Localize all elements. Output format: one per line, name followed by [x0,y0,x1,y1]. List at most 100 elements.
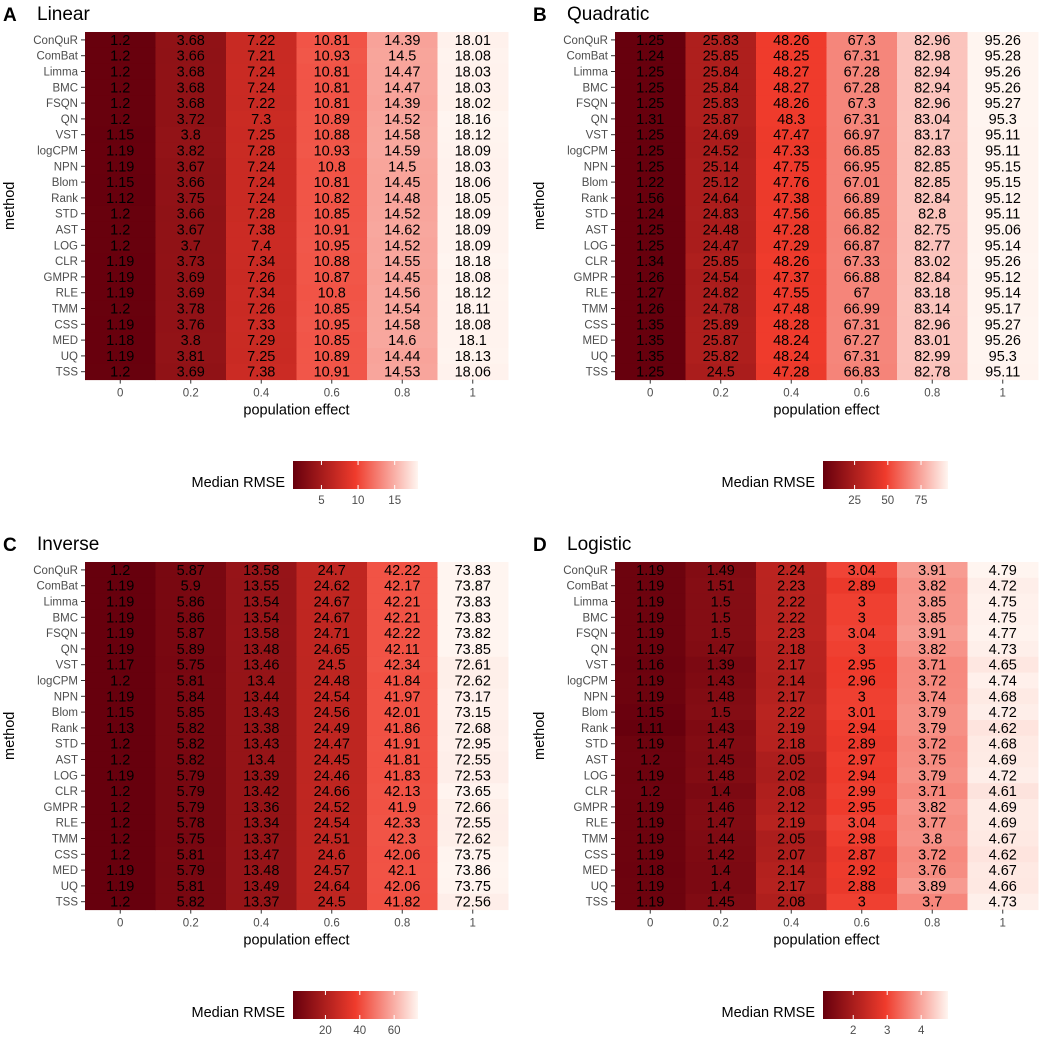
cell-value-label: 1.25 [636,365,664,381]
heatmap-cell [155,47,227,65]
heatmap-cell [85,253,156,270]
cell-value-label: 95.26 [985,65,1021,81]
heatmap-cell [756,720,827,737]
heatmap-cell [615,751,686,768]
heatmap-cell [685,47,757,65]
cell-value-label: 1.18 [636,863,664,879]
heatmap-cell [615,688,686,705]
cell-value-label: 24.54 [314,689,350,705]
cell-value-label: 18.06 [455,365,491,381]
cell-value-label: 14.48 [384,191,420,207]
y-tick-label: logCPM [567,146,608,158]
heatmap-cell [367,174,438,191]
cell-value-label: 25.87 [703,112,739,128]
heatmap-cell [615,269,686,286]
heatmap-cell [897,221,968,238]
heatmap-cell [615,593,686,610]
cell-value-label: 3 [858,610,866,626]
heatmap-cell [615,32,686,49]
cell-value-label: 67.33 [844,254,880,270]
heatmap-cell [296,363,368,381]
heatmap-cell [756,47,827,65]
heatmap-cell [155,846,227,863]
cell-value-label: 66.97 [844,128,880,144]
y-tick-label: UQ [61,351,78,363]
heatmap-cell [615,205,686,223]
heatmap-cell [967,253,1039,270]
heatmap-cell [897,348,968,365]
heatmap-cell [85,32,156,49]
heatmap-cell [615,253,686,270]
heatmap-cell [226,348,297,365]
cell-value-label: 83.01 [914,333,950,349]
heatmap-cell [367,253,438,270]
cell-value-label: 1.2 [110,49,130,65]
cell-value-label: 1.31 [636,112,664,128]
y-tick-label: RLE [586,818,609,830]
heatmap-cell [685,704,757,721]
heatmap-cell [85,237,156,254]
heatmap-cell [826,269,898,286]
heatmap-cell [155,625,227,642]
cell-value-label: 18.09 [455,223,491,239]
cell-value-label: 2.94 [848,768,876,784]
cell-value-label: 25.82 [703,349,739,365]
heatmap-cell [685,142,757,159]
heatmap-cell [756,190,827,207]
cell-value-label: 7.3 [251,112,271,128]
heatmap-cell [756,878,827,895]
cell-value-label: 5.87 [177,626,205,642]
heatmap-cell [826,783,898,800]
heatmap-cell [897,878,968,895]
cell-value-label: 1.2 [110,895,130,911]
heatmap-cell [226,63,297,80]
heatmap-cell [226,562,297,579]
heatmap-cell [967,142,1039,159]
heatmap-cell [685,205,757,223]
x-tick-label: 0.8 [924,388,940,400]
cell-value-label: 3.69 [177,365,205,381]
cell-value-label: 14.45 [384,270,420,286]
cell-value-label: 14.62 [384,223,420,239]
cell-value-label: 48.27 [773,80,809,96]
y-tick-label: BMC [52,82,78,94]
cell-value-label: 1.19 [106,610,134,626]
heatmap-cell [367,656,438,674]
x-axis-title: population effect [773,403,879,419]
cell-value-label: 2.17 [777,689,805,705]
cell-value-label: 24.6 [318,847,346,863]
cell-value-label: 5.86 [177,610,205,626]
heatmap-cell [367,348,438,365]
cell-value-label: 67 [854,286,870,302]
cell-value-label: 2.22 [777,705,805,721]
heatmap-cell [226,830,297,847]
heatmap-cell [826,126,898,144]
y-tick-label: Rank [581,193,608,205]
cell-value-label: 2.08 [777,895,805,911]
heatmap-cell [85,846,156,863]
heatmap-cell [437,609,509,626]
heatmap-cell [897,47,968,65]
heatmap-cell [615,63,686,80]
heatmap-cell [897,253,968,270]
heatmap-cell [85,95,156,112]
cell-value-label: 1.19 [106,579,134,595]
cell-value-label: 13.4 [247,674,275,690]
heatmap-cell [367,783,438,800]
cell-value-label: 2.05 [777,832,805,848]
cell-value-label: 3.68 [177,65,205,81]
cell-value-label: 1.19 [106,595,134,611]
heatmap-cell [967,656,1039,674]
cell-value-label: 24.5 [707,365,735,381]
cell-value-label: 10.89 [314,349,350,365]
heatmap-cell [437,221,509,238]
cell-value-label: 14.47 [384,80,420,96]
cell-value-label: 1.24 [636,207,664,223]
cell-value-label: 24.47 [314,737,350,753]
heatmap-cell [826,158,898,175]
cell-value-label: 2.14 [777,863,805,879]
heatmap-cell [967,799,1039,816]
y-tick-label: UQ [61,881,78,893]
cell-value-label: 13.48 [243,642,279,658]
